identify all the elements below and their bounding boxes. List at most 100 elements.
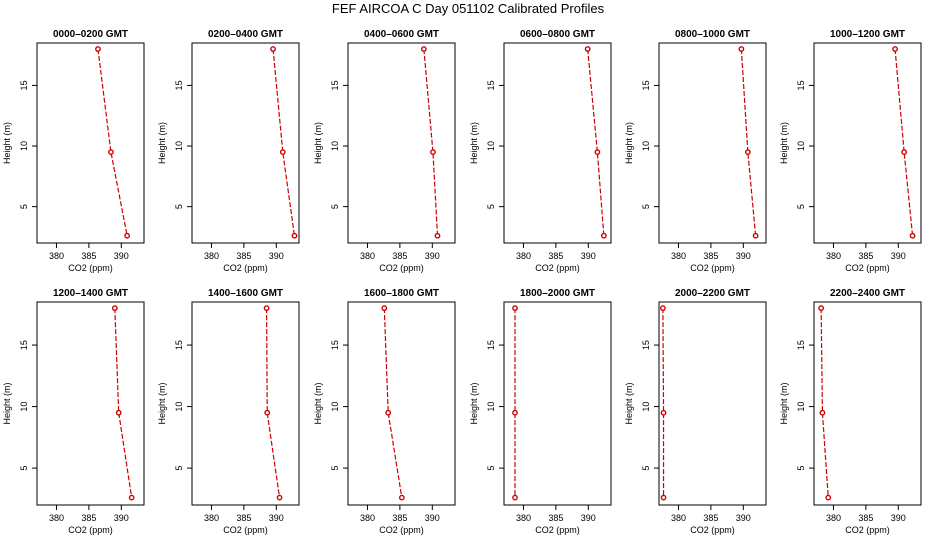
panel-title: 1200–1400 GMT xyxy=(53,288,128,299)
y-tick-label: 15 xyxy=(641,340,651,350)
x-tick-label: 390 xyxy=(114,251,129,261)
x-tick-label: 385 xyxy=(236,251,251,261)
y-tick-label: 15 xyxy=(174,80,184,90)
y-tick-label: 15 xyxy=(486,80,496,90)
profile-point xyxy=(270,46,276,52)
x-tick-label: 385 xyxy=(236,513,251,523)
y-tick-label: 5 xyxy=(486,204,496,209)
profile-point xyxy=(818,305,825,312)
x-tick-label: 380 xyxy=(360,513,375,523)
y-axis-label: Height (m) xyxy=(157,382,167,424)
x-tick-label: 380 xyxy=(360,251,375,261)
x-tick-label: 385 xyxy=(858,251,873,261)
x-tick-label: 390 xyxy=(114,513,129,523)
x-tick-label: 390 xyxy=(425,251,440,261)
x-tick-label: 380 xyxy=(516,513,531,523)
y-tick-label: 10 xyxy=(796,402,806,412)
y-tick-label: 10 xyxy=(486,141,496,151)
panel-title: 0200–0400 GMT xyxy=(208,29,283,40)
profile-line xyxy=(820,308,829,498)
x-tick-label: 385 xyxy=(81,513,96,523)
profile-point xyxy=(584,46,591,52)
y-tick-label: 5 xyxy=(174,204,184,209)
x-tick-label: 390 xyxy=(581,513,596,523)
x-axis-label: CO2 (ppm) xyxy=(68,263,113,273)
profile-point xyxy=(660,494,667,501)
profile-point xyxy=(512,305,518,312)
x-tick-label: 385 xyxy=(548,513,563,523)
x-tick-label: 390 xyxy=(891,513,906,523)
panel-title: 1600–1800 GMT xyxy=(364,288,439,299)
profile-point xyxy=(434,232,441,239)
panel-title: 0600–0800 GMT xyxy=(520,29,595,40)
x-axis-label: CO2 (ppm) xyxy=(379,525,424,535)
y-axis-label: Height (m) xyxy=(624,382,634,424)
profile-point xyxy=(430,149,436,155)
y-tick-label: 5 xyxy=(330,204,340,209)
profile-line xyxy=(383,308,403,498)
y-tick-label: 15 xyxy=(641,80,651,90)
profile-point xyxy=(512,494,518,501)
panel-title: 2200–2400 GMT xyxy=(830,288,905,299)
y-tick-label: 15 xyxy=(174,340,184,350)
plot-frame xyxy=(503,301,612,506)
profile-point xyxy=(744,149,751,155)
y-tick-label: 10 xyxy=(19,141,29,151)
y-tick-label: 5 xyxy=(486,466,496,471)
plot-frame xyxy=(347,301,456,506)
x-tick-label: 390 xyxy=(736,513,751,523)
x-axis-label: CO2 (ppm) xyxy=(68,525,113,535)
profile-point xyxy=(600,232,607,239)
x-tick-label: 380 xyxy=(826,251,841,261)
plot-frame xyxy=(36,301,145,506)
profile-point xyxy=(594,149,601,155)
panel-title: 0000–0200 GMT xyxy=(53,29,128,40)
x-axis-label: CO2 (ppm) xyxy=(845,263,890,273)
profile-point xyxy=(660,409,667,416)
x-tick-label: 390 xyxy=(269,513,284,523)
y-tick-label: 5 xyxy=(641,204,651,209)
y-tick-label: 10 xyxy=(174,402,184,412)
y-axis-label: Height (m) xyxy=(313,122,323,164)
x-axis-label: CO2 (ppm) xyxy=(845,525,890,535)
y-tick-label: 10 xyxy=(330,402,340,412)
panel-title: 1400–1600 GMT xyxy=(208,288,283,299)
chart-title: FEF AIRCOA C Day 051102 Calibrated Profi… xyxy=(332,1,605,16)
profile-point xyxy=(279,149,286,155)
y-axis-label: Height (m) xyxy=(2,122,12,164)
plot-frame xyxy=(191,42,300,244)
x-tick-label: 385 xyxy=(858,513,873,523)
profile-point xyxy=(263,305,270,312)
profile-point xyxy=(825,494,832,501)
y-axis-label: Height (m) xyxy=(157,122,167,164)
y-tick-label: 15 xyxy=(19,80,29,90)
profile-point xyxy=(909,232,916,239)
panel-title: 1000–1200 GMT xyxy=(830,29,905,40)
profile-line xyxy=(265,308,281,498)
y-tick-label: 10 xyxy=(796,141,806,151)
y-tick-label: 5 xyxy=(174,466,184,471)
plot-frame xyxy=(658,42,767,244)
profile-point xyxy=(398,494,405,501)
x-tick-label: 390 xyxy=(425,513,440,523)
x-tick-label: 385 xyxy=(703,513,718,523)
plot-frame xyxy=(503,42,612,244)
profile-point xyxy=(512,409,518,416)
profile-point xyxy=(901,149,908,155)
profile-point xyxy=(115,409,122,416)
y-axis-label: Height (m) xyxy=(313,382,323,424)
profile-line xyxy=(272,49,296,236)
x-tick-label: 380 xyxy=(516,251,531,261)
y-tick-label: 5 xyxy=(641,466,651,471)
y-axis-label: Height (m) xyxy=(469,122,479,164)
y-tick-label: 5 xyxy=(330,466,340,471)
